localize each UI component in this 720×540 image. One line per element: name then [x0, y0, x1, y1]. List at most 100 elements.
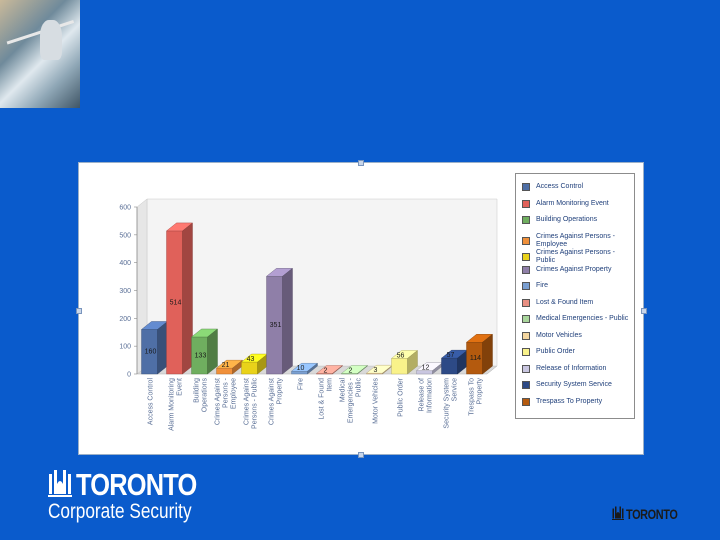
bar-side [357, 365, 368, 375]
legend-item: Release of Information [522, 364, 634, 373]
legend-swatch [522, 199, 530, 208]
legend-label: Access Control [536, 183, 584, 190]
bar-side [307, 362, 318, 375]
legend-label: Trespass To Property [536, 397, 603, 405]
legend-swatch [522, 253, 530, 261]
y-tick-label: 500 [119, 232, 131, 239]
legend-label: Lost & Found Item [536, 298, 594, 306]
legend-label: Public Order [536, 348, 575, 355]
x-tick-label: Security SystemService [444, 378, 459, 429]
bar-value-label: 12 [422, 365, 430, 372]
legend-swatch [522, 298, 530, 307]
bar-value-label: 2 [324, 367, 328, 374]
x-tick-label: Fire [298, 378, 305, 390]
bar-value-label: 57 [447, 352, 455, 359]
legend-item: Crimes Against Persons - Employee [522, 233, 634, 249]
legend-item: Crimes Against Property [522, 265, 634, 274]
chart-legend: Access Control Alarm Monitoring Event Buil… [515, 173, 635, 419]
x-tick-label: Alarm MonitoringEvent [169, 378, 184, 431]
x-tick-label: Public Order [398, 377, 405, 417]
resize-handle-bottom[interactable] [358, 452, 364, 458]
y-tick-label: 100 [119, 344, 131, 351]
x-tick-label: Trespass ToProperty [469, 378, 484, 416]
bar-value-label: 43 [247, 356, 255, 363]
bar-side [482, 333, 493, 375]
x-tick-label: Crimes AgainstPersons - Public [244, 378, 259, 429]
legend-swatch [522, 348, 530, 356]
bar-value-label: 3 [374, 367, 378, 374]
bar-value-label: 10 [297, 365, 305, 372]
header-photo [0, 0, 80, 108]
y-tick-label: 0 [127, 372, 131, 379]
legend-label: Security System Service [536, 381, 612, 388]
bar-value-label: 114 [470, 355, 481, 362]
x-tick-label: Access Control [148, 378, 155, 426]
bar-value-label: 160 [145, 349, 157, 356]
legend-item: Crimes Against Persons - Public [522, 249, 634, 265]
y-tick-label: 600 [119, 205, 131, 212]
legend-label: Medical Emergencies - Public [536, 315, 629, 322]
bar [391, 358, 408, 375]
legend-label: Release of Information [536, 364, 607, 372]
legend-label: Fire [536, 282, 549, 289]
bar-side [407, 349, 418, 375]
legend-label: Crimes Against Persons - Employee [536, 232, 615, 248]
logo-brand: TORONTO [76, 467, 197, 502]
city-hall-icon [48, 470, 72, 497]
city-hall-small-icon [612, 506, 624, 520]
bar-value-label: 2 [349, 367, 353, 374]
y-tick-label: 300 [119, 288, 131, 295]
resize-handle-top[interactable] [358, 160, 364, 166]
bar-side [157, 321, 168, 375]
x-tick-label: Motor Vehicles [373, 378, 380, 424]
bar-side [182, 222, 193, 375]
bar [241, 361, 258, 375]
incident-chart[interactable]: 0 100 200 300 400 500 600 160 Access Control 514 A… [78, 162, 644, 455]
bar-value-label: 514 [170, 299, 182, 306]
x-tick-label: Crimes AgainstPersons -Employee [215, 377, 238, 425]
legend-swatch [522, 282, 530, 290]
resize-handle-right[interactable] [641, 308, 647, 314]
resize-handle-left[interactable] [76, 308, 82, 314]
legend-item: Medical Emergencies - Public [522, 315, 634, 323]
legend-label: Motor Vehicles [536, 331, 582, 339]
legend-label: Building Operations [536, 216, 598, 223]
bar-side [207, 328, 218, 375]
bar [441, 357, 458, 375]
bar-side [332, 365, 343, 375]
legend-item: Trespass To Property [522, 397, 634, 406]
legend-swatch [522, 397, 530, 406]
legend-label: Crimes Against Persons - Public [536, 249, 615, 264]
legend-item: Motor Vehicles [522, 331, 634, 340]
x-tick-label: Lost & FoundItem [319, 378, 334, 420]
bar-value-label: 351 [270, 322, 282, 329]
x-tick-label: BuildingOperations [194, 378, 209, 413]
legend-label: Crimes Against Property [536, 265, 612, 273]
bar-value-label: 21 [222, 362, 230, 369]
legend-swatch [522, 216, 530, 224]
legend-item: Fire [522, 282, 634, 290]
legend-swatch [522, 364, 530, 373]
bar-side [282, 267, 293, 375]
legend-item: Building Operations [522, 216, 634, 224]
legend-swatch [522, 331, 530, 340]
legend-swatch [522, 236, 530, 245]
bar-value-label: 56 [397, 352, 405, 359]
y-tick-label: 400 [119, 260, 131, 267]
bar-value-label: 133 [195, 352, 207, 359]
legend-swatch [522, 265, 530, 274]
x-tick-label: Release ofInformation [419, 378, 434, 413]
x-tick-label: MedicalEmergencies -Public [340, 377, 363, 423]
legend-item: Alarm Monitoring Event [522, 199, 634, 208]
legend-item: Lost & Found Item [522, 298, 634, 307]
legend-label: Alarm Monitoring Event [536, 199, 609, 207]
legend-swatch [522, 381, 530, 389]
legend-item: Security System Service [522, 381, 634, 389]
legend-swatch [522, 183, 530, 191]
legend-item: Access Control [522, 183, 634, 191]
x-tick-label: Crimes AgainstProperty [269, 378, 284, 426]
footer-logo-text: TORONTO [626, 506, 678, 522]
legend-item: Public Order [522, 348, 634, 356]
legend-swatch [522, 315, 530, 323]
chart-plot: 0 100 200 300 400 500 600 160 Access Control 514 A… [119, 198, 498, 431]
